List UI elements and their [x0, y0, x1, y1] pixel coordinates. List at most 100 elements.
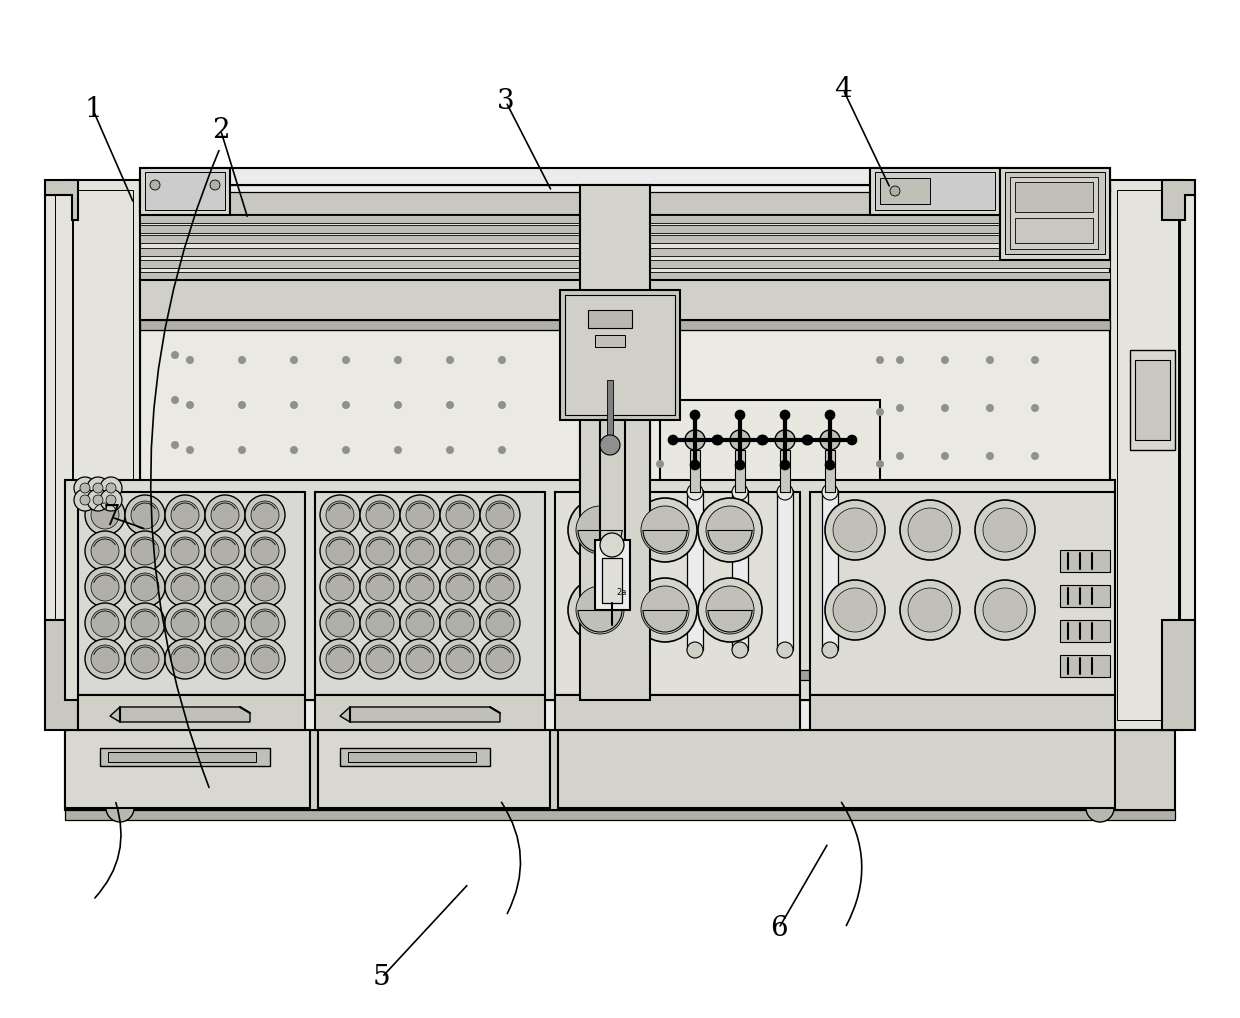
Polygon shape [64, 700, 1176, 730]
Circle shape [394, 536, 402, 544]
Circle shape [360, 639, 401, 679]
Circle shape [698, 578, 763, 642]
Circle shape [186, 356, 193, 364]
Bar [1016, 182, 1092, 212]
Circle shape [342, 581, 350, 589]
Circle shape [360, 495, 401, 535]
Circle shape [486, 501, 515, 529]
Circle shape [480, 603, 520, 643]
Circle shape [250, 538, 279, 565]
Circle shape [171, 531, 179, 539]
Polygon shape [660, 400, 880, 690]
Circle shape [656, 460, 663, 468]
Circle shape [250, 573, 279, 601]
Circle shape [1030, 500, 1039, 508]
Text: 2: 2 [212, 117, 229, 144]
Polygon shape [110, 706, 250, 722]
Bar [145, 172, 224, 210]
Circle shape [125, 639, 165, 679]
Circle shape [171, 396, 179, 404]
Circle shape [205, 639, 246, 679]
Circle shape [366, 538, 394, 565]
Circle shape [81, 495, 91, 505]
Polygon shape [78, 492, 305, 695]
Circle shape [446, 491, 454, 499]
Circle shape [983, 588, 1027, 632]
Circle shape [897, 500, 904, 508]
Circle shape [900, 500, 960, 560]
Circle shape [440, 495, 480, 535]
Circle shape [632, 578, 697, 642]
Polygon shape [140, 248, 1110, 256]
Polygon shape [1060, 585, 1110, 607]
Circle shape [656, 616, 663, 624]
Circle shape [360, 603, 401, 643]
Circle shape [290, 401, 298, 409]
Circle shape [847, 435, 857, 445]
Circle shape [875, 408, 884, 416]
Circle shape [996, 566, 1004, 574]
Bar [1011, 177, 1097, 249]
Bar [687, 490, 703, 651]
Circle shape [804, 435, 813, 445]
Circle shape [440, 567, 480, 607]
Circle shape [186, 536, 193, 544]
Circle shape [211, 573, 239, 601]
Circle shape [897, 656, 904, 664]
Polygon shape [140, 190, 1110, 215]
Circle shape [360, 531, 401, 571]
Polygon shape [45, 195, 60, 625]
Circle shape [290, 356, 298, 364]
Polygon shape [140, 168, 1110, 185]
Circle shape [687, 484, 703, 500]
Circle shape [86, 603, 125, 643]
Circle shape [394, 671, 402, 679]
Circle shape [713, 435, 723, 445]
Circle shape [100, 477, 122, 499]
Circle shape [342, 401, 350, 409]
Circle shape [171, 556, 179, 564]
Text: 4: 4 [835, 76, 852, 103]
Circle shape [777, 642, 794, 658]
Circle shape [366, 501, 394, 529]
Circle shape [498, 671, 506, 679]
Circle shape [125, 531, 165, 571]
Circle shape [87, 477, 109, 499]
Circle shape [171, 576, 179, 584]
Bar [880, 178, 930, 204]
Circle shape [498, 446, 506, 454]
Bar [825, 450, 835, 492]
Circle shape [87, 489, 109, 511]
Circle shape [356, 396, 365, 404]
Circle shape [825, 460, 835, 470]
Circle shape [941, 548, 949, 556]
Circle shape [846, 496, 854, 504]
Circle shape [171, 645, 198, 673]
Circle shape [941, 356, 949, 364]
Circle shape [1030, 596, 1039, 604]
Polygon shape [810, 695, 1115, 730]
Circle shape [171, 486, 179, 494]
Polygon shape [64, 810, 1176, 821]
Circle shape [171, 621, 179, 629]
Polygon shape [580, 185, 650, 700]
Circle shape [320, 495, 360, 535]
Polygon shape [140, 272, 1110, 280]
Circle shape [446, 626, 454, 634]
Circle shape [250, 609, 279, 637]
Circle shape [897, 536, 904, 544]
Circle shape [216, 576, 224, 584]
Circle shape [446, 501, 474, 529]
Polygon shape [140, 260, 1110, 268]
Circle shape [820, 430, 839, 450]
Circle shape [846, 546, 854, 554]
Circle shape [446, 645, 474, 673]
Polygon shape [140, 215, 1110, 223]
Circle shape [822, 642, 838, 658]
Circle shape [342, 491, 350, 499]
Circle shape [897, 404, 904, 412]
Bar [595, 335, 625, 347]
Circle shape [1086, 794, 1114, 822]
Circle shape [875, 616, 884, 624]
Circle shape [986, 404, 994, 412]
